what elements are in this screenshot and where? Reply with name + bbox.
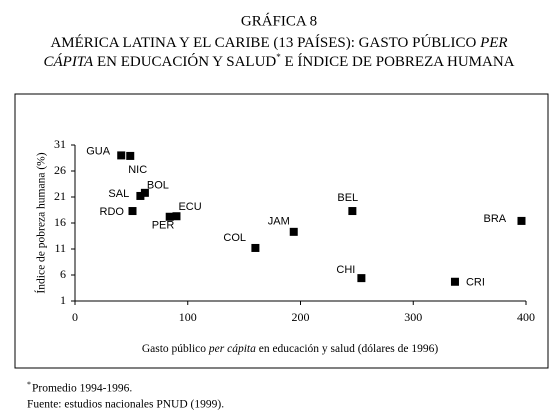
point-label: BOL bbox=[147, 180, 169, 192]
y-tick-label: 6 bbox=[60, 267, 66, 281]
point bbox=[357, 274, 366, 283]
point bbox=[126, 151, 135, 160]
point-label: CRI bbox=[466, 277, 485, 289]
point bbox=[517, 216, 526, 225]
point bbox=[117, 151, 126, 160]
point bbox=[251, 243, 260, 252]
y-axis-label: Índice de pobreza humana (%) bbox=[34, 152, 48, 293]
point-label: BRA bbox=[483, 213, 506, 225]
footnote: Promedio 1994-1996. bbox=[32, 383, 132, 395]
point bbox=[289, 227, 298, 236]
chart-subtitle: CÁPITA EN EDUCACIÓN Y SALUD* E ÍNDICE DE… bbox=[43, 49, 514, 70]
point-label: GUA bbox=[86, 145, 111, 157]
point bbox=[172, 212, 181, 221]
point-label: SAL bbox=[108, 188, 129, 200]
y-tick-label: 26 bbox=[54, 163, 66, 177]
point-label: COL bbox=[223, 232, 246, 244]
point bbox=[348, 207, 357, 216]
point-label: ECU bbox=[178, 201, 201, 213]
point bbox=[128, 207, 137, 216]
x-axis-label: Gasto público per cápita en educación y … bbox=[142, 343, 439, 355]
y-tick-label: 31 bbox=[54, 137, 66, 151]
chart-title: GRÁFICA 8 bbox=[241, 12, 317, 29]
x-tick-label: 100 bbox=[179, 310, 197, 324]
x-tick-label: 0 bbox=[72, 310, 78, 324]
point-label: JAM bbox=[268, 216, 290, 228]
point-label: NIC bbox=[128, 164, 147, 176]
source: Fuente: estudios nacionales PNUD (1999). bbox=[27, 399, 224, 411]
x-tick-label: 300 bbox=[404, 310, 422, 324]
y-tick-label: 1 bbox=[60, 293, 66, 307]
plot-frame bbox=[14, 93, 549, 369]
point bbox=[140, 188, 149, 197]
point bbox=[450, 277, 459, 286]
point-label: CHI bbox=[336, 264, 355, 276]
point bbox=[165, 212, 174, 221]
y-tick-label: 16 bbox=[54, 215, 66, 229]
point bbox=[136, 191, 145, 200]
chart-subtitle: AMÉRICA LATINA Y EL CARIBE (13 PAÍSES): … bbox=[50, 34, 507, 51]
x-tick-label: 200 bbox=[292, 310, 310, 324]
y-tick-label: 21 bbox=[54, 189, 66, 203]
footnote-mark: * bbox=[27, 380, 31, 389]
point-label: PER bbox=[152, 220, 175, 232]
point-label: RDO bbox=[100, 206, 125, 218]
y-tick-label: 11 bbox=[54, 241, 66, 255]
point-label: BEL bbox=[337, 192, 358, 204]
x-tick-label: 400 bbox=[517, 310, 535, 324]
